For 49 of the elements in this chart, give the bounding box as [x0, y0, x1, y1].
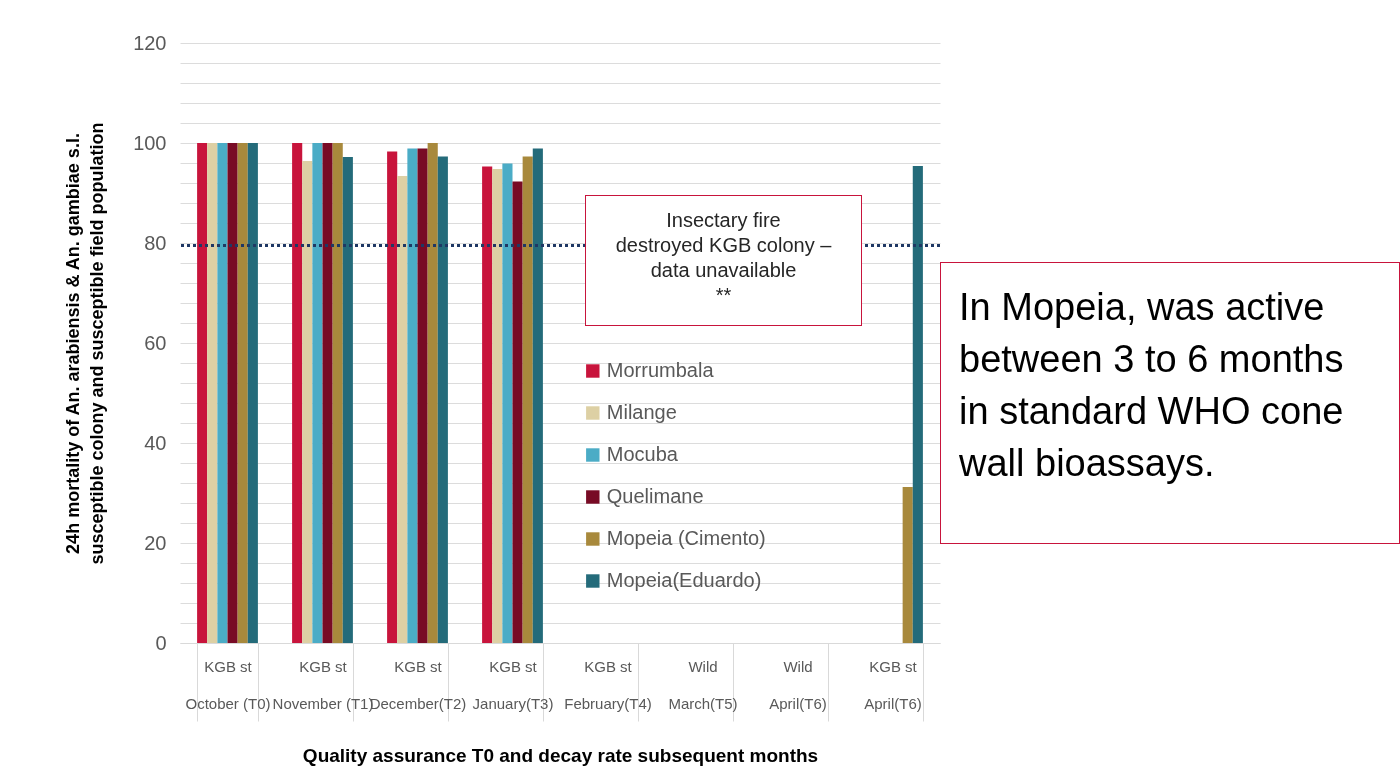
y-tick-label: 40 [144, 431, 167, 454]
category-label: KGB st January(T3) [472, 657, 554, 712]
y-tick-label: 20 [144, 531, 167, 554]
text: In Mopeia, was active between 3 to 6 months in standard WHO cone wall bioassays. [940, 262, 1400, 544]
bar [437, 156, 448, 643]
category-label: Wild April(T6) [769, 657, 827, 712]
y-tick-label: 0 [155, 631, 167, 654]
bar [237, 143, 248, 643]
y-tick-label: 80 [144, 231, 167, 254]
bar [312, 143, 323, 643]
legend-label: Mopeia(Eduardo) [606, 569, 762, 591]
bar [407, 148, 418, 643]
category-label: KGB st October (T0) [185, 657, 271, 712]
bar [217, 143, 228, 643]
bar [532, 148, 543, 643]
legend-label: Morrumbala [606, 359, 715, 381]
bar [902, 487, 913, 643]
bar [342, 157, 353, 643]
legend-label: Quelimane [606, 485, 704, 507]
bar [492, 169, 503, 643]
bar [322, 143, 333, 643]
bar [522, 156, 533, 643]
bar [512, 181, 523, 643]
annotation: Insectary fire destroyed KGB colony – data unavailable ** [585, 195, 862, 326]
bar [387, 151, 398, 643]
bar [227, 143, 238, 643]
bar [332, 143, 343, 643]
category-label: Wild March(T5) [668, 657, 738, 712]
bar [502, 163, 513, 643]
bar [417, 148, 428, 643]
bar [197, 143, 208, 643]
legend-label: Mocuba [606, 443, 679, 465]
bar [247, 143, 258, 643]
legend-label: Milange [606, 401, 677, 423]
bar [302, 161, 313, 643]
bar [427, 143, 438, 643]
bar [397, 176, 408, 643]
category-label: KGB st April(T6) [864, 657, 922, 712]
y-tick-label: 120 [133, 31, 167, 54]
category-label: KGB st February(T4) [564, 657, 652, 712]
bar [482, 166, 493, 643]
bar [207, 143, 218, 643]
x-axis-title: Quality assurance T0 and decay rate subsequent months [302, 744, 819, 766]
y-tick-label: 60 [144, 331, 167, 354]
bar [292, 143, 303, 643]
bar [912, 166, 923, 643]
y-tick-label: 100 [133, 131, 167, 154]
legend-label: Mopeia (Cimento) [606, 527, 766, 549]
y-axis-title: 24h mortality of An. arabiensis & An. gambiae s.l. susceptible colony and susceptible field population [63, 122, 108, 565]
